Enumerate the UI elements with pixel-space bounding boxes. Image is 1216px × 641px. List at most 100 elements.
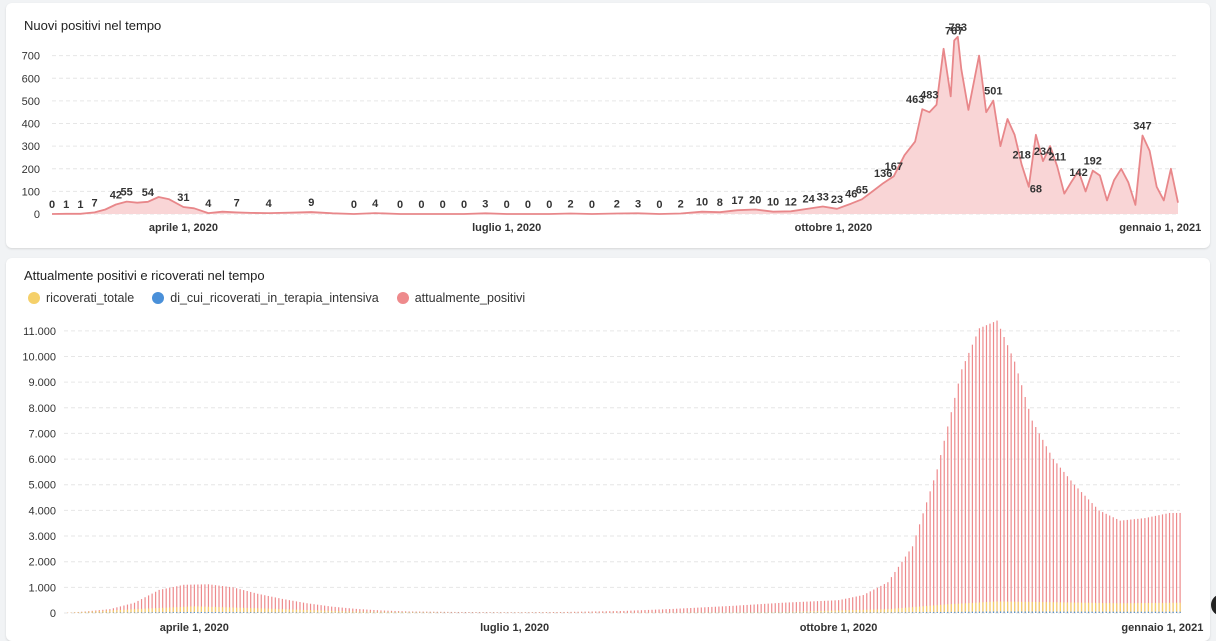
bar-attualmente-positivi: [440, 611, 442, 613]
bar-ricoverati-totale: [816, 611, 819, 613]
bar-ricoverati-totale: [890, 608, 893, 613]
x-tick-label: aprile 1, 2020: [149, 222, 218, 234]
bar-di-cui-ricoverati-in-terapia-intensiva: [250, 612, 252, 613]
data-label: 3: [482, 198, 488, 210]
bar-attualmente-positivi: [352, 608, 354, 613]
bar-attualmente-positivi: [1017, 373, 1019, 613]
data-label: 234: [1034, 146, 1053, 158]
floating-action-icon[interactable]: [1211, 594, 1216, 616]
bar-di-cui-ricoverati-in-terapia-intensiva: [915, 612, 917, 613]
bar-attualmente-positivi: [591, 611, 593, 613]
bar-ricoverati-totale: [968, 603, 970, 613]
bar-ricoverati-totale: [228, 607, 231, 613]
bar-di-cui-ricoverati-in-terapia-intensiva: [1063, 611, 1065, 613]
bar-attualmente-positivi: [728, 606, 731, 613]
bar-ricoverati-totale: [1137, 603, 1139, 613]
data-label: 0: [351, 199, 357, 211]
bar-attualmente-positivi: [1045, 446, 1047, 613]
bar-ricoverati-totale: [859, 609, 861, 613]
bar-di-cui-ricoverati-in-terapia-intensiva: [1087, 611, 1090, 613]
bar-ricoverati-totale: [676, 612, 678, 613]
bar-di-cui-ricoverati-in-terapia-intensiva: [271, 612, 273, 613]
bar-attualmente-positivi: [1095, 506, 1097, 613]
bar-ricoverati-totale: [1077, 602, 1079, 613]
bar-di-cui-ricoverati-in-terapia-intensiva: [1098, 611, 1100, 613]
bar-di-cui-ricoverati-in-terapia-intensiva: [1049, 611, 1051, 613]
bar-attualmente-positivi: [718, 606, 720, 613]
bar-di-cui-ricoverati-in-terapia-intensiva: [982, 611, 984, 613]
bar-ricoverati-totale: [355, 611, 357, 613]
bar-ricoverati-totale: [686, 612, 688, 613]
bar-attualmente-positivi: [904, 556, 907, 613]
bar-attualmente-positivi: [894, 571, 896, 613]
bar-ricoverati-totale: [1035, 601, 1037, 613]
bar-ricoverati-totale: [834, 610, 836, 613]
y-tick-label: 400: [22, 119, 40, 131]
bar-attualmente-positivi: [644, 610, 646, 613]
bar-attualmente-positivi: [841, 599, 843, 613]
bar-attualmente-positivi: [588, 611, 590, 613]
bar-ricoverati-totale: [309, 610, 312, 613]
bar-attualmente-positivi: [989, 323, 991, 613]
bar-ricoverati-totale: [908, 607, 910, 613]
bar-di-cui-ricoverati-in-terapia-intensiva: [179, 612, 181, 613]
bar-attualmente-positivi: [1063, 471, 1065, 613]
data-label: 4: [266, 198, 273, 210]
bar-attualmente-positivi: [707, 607, 709, 613]
bar-attualmente-positivi: [954, 397, 956, 613]
bar-attualmente-positivi: [461, 611, 463, 613]
bar-ricoverati-totale: [1123, 603, 1125, 613]
legend-item-ricoverati-totale[interactable]: ricoverati_totale: [28, 291, 134, 305]
bar-ricoverati-totale: [918, 606, 921, 613]
bar-ricoverati-totale: [901, 608, 903, 613]
bar-ricoverati-totale: [876, 609, 878, 613]
bar-attualmente-positivi: [1084, 495, 1086, 613]
y-tick-label: 300: [22, 141, 40, 153]
bar-ricoverati-totale: [975, 602, 977, 613]
bar-attualmente-positivi: [1091, 503, 1093, 613]
bar-attualmente-positivi: [447, 611, 449, 613]
bar-attualmente-positivi: [482, 612, 484, 613]
bar-ricoverati-totale: [1024, 601, 1026, 613]
bar-ricoverati-totale: [1119, 603, 1121, 613]
bar-attualmente-positivi: [1056, 463, 1058, 613]
bar-attualmente-positivi: [355, 608, 357, 613]
bar-attualmente-positivi: [581, 611, 583, 613]
x-tick-label: ottobre 1, 2020: [800, 622, 878, 634]
bar-ricoverati-totale: [1073, 602, 1076, 613]
bar-attualmente-positivi: [637, 610, 639, 613]
bar-ricoverati-totale: [1095, 602, 1097, 613]
data-label: 54: [142, 187, 155, 199]
bar-attualmente-positivi: [640, 610, 643, 613]
bar-attualmente-positivi: [193, 584, 195, 613]
bar-ricoverati-totale: [739, 612, 741, 613]
y-tick-label: 200: [22, 164, 40, 176]
bar-ricoverati-totale: [1109, 603, 1111, 613]
bar-ricoverati-totale: [140, 608, 143, 613]
bar-attualmente-positivi: [151, 593, 153, 613]
data-label: 12: [785, 196, 797, 208]
bar-attualmente-positivi: [964, 361, 966, 613]
bar-ricoverati-totale: [1031, 601, 1033, 613]
x-tick-label: ottobre 1, 2020: [795, 222, 873, 234]
bar-ricoverati-totale: [102, 610, 104, 613]
bar-di-cui-ricoverati-in-terapia-intensiva: [996, 611, 998, 613]
bar-attualmente-positivi: [1052, 459, 1054, 613]
bar-di-cui-ricoverati-in-terapia-intensiva: [267, 612, 269, 613]
legend-item-terapia-intensiva[interactable]: di_cui_ricoverati_in_terapia_intensiva: [152, 291, 379, 305]
legend-item-attualmente-positivi[interactable]: attualmente_positivi: [396, 291, 525, 305]
bar-attualmente-positivi: [975, 336, 977, 613]
y-tick-label: 100: [22, 186, 40, 198]
bar-ricoverati-totale: [176, 607, 178, 613]
bar-attualmente-positivi: [493, 612, 495, 613]
bar-attualmente-positivi: [788, 602, 790, 613]
bar-ricoverati-totale: [169, 607, 171, 613]
bar-ricoverati-totale: [753, 612, 755, 613]
y-tick-label: 0: [34, 209, 40, 221]
bar-ricoverati-totale: [1038, 602, 1040, 613]
bar-ricoverati-totale: [1045, 602, 1047, 613]
bar-attualmente-positivi: [183, 584, 185, 613]
data-label: 2: [614, 199, 620, 211]
bar-ricoverati-totale: [781, 611, 783, 613]
bar-di-cui-ricoverati-in-terapia-intensiva: [985, 611, 988, 613]
